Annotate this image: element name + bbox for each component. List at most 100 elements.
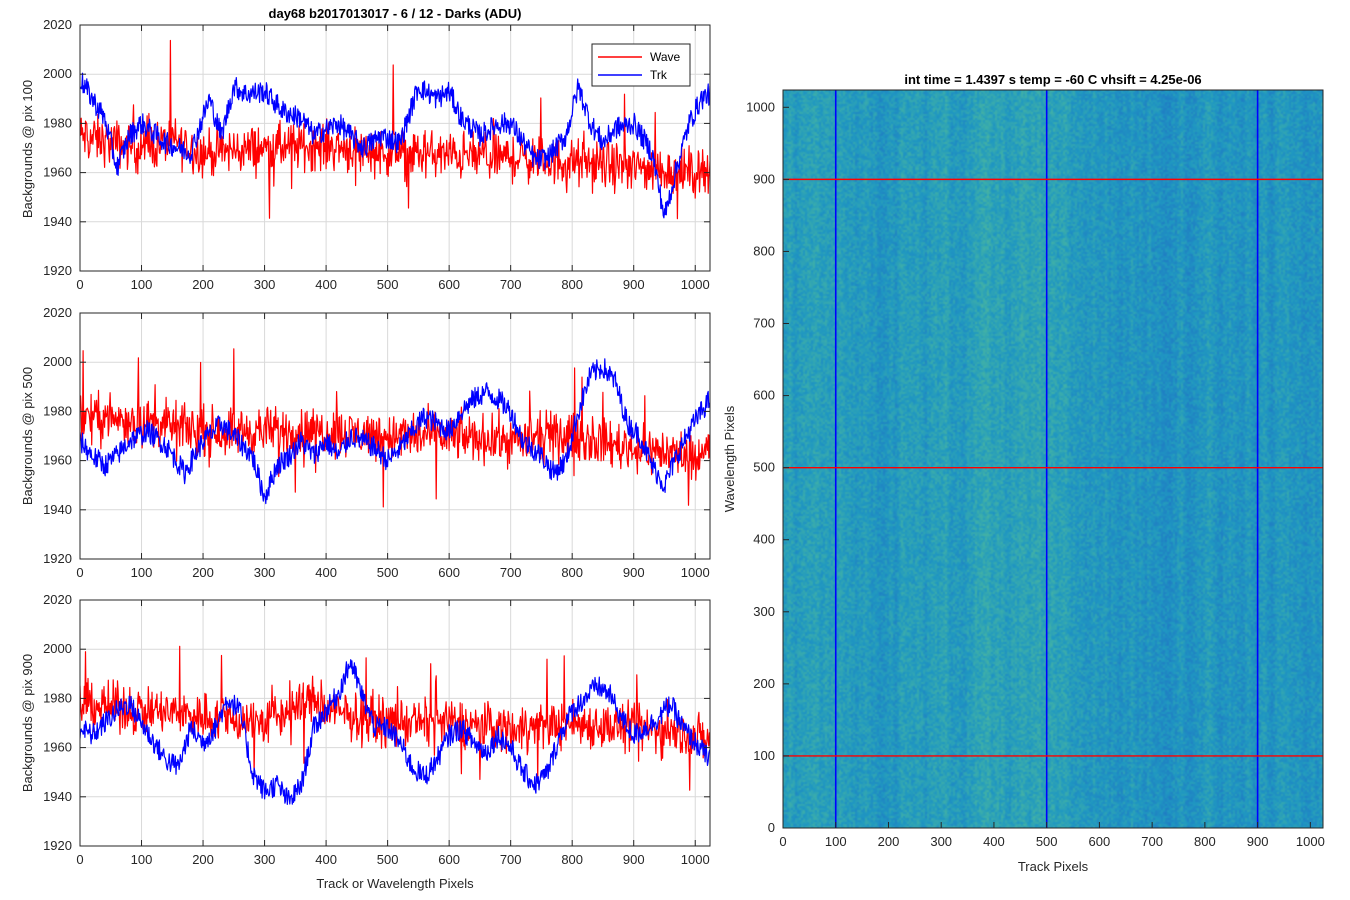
y-tick-label-1-3: 1980 <box>43 115 72 130</box>
x-tick-label-1-2: 200 <box>192 277 214 292</box>
x-tick-label-1-6: 600 <box>438 277 460 292</box>
x-tick-label-1-1: 100 <box>131 277 153 292</box>
series-trk-line-1 <box>80 72 710 219</box>
panel-1-title: day68 b2017013017 - 6 / 12 - Darks (ADU) <box>269 6 522 21</box>
x-tick-label-2-0: 0 <box>76 565 83 580</box>
x-tick-label-2-5: 500 <box>377 565 399 580</box>
heatmap-x-tick-label-5: 500 <box>1036 834 1058 849</box>
x-tick-label-1-8: 800 <box>561 277 583 292</box>
y-tick-label-2-3: 1980 <box>43 403 72 418</box>
x-tick-label-2-3: 300 <box>254 565 276 580</box>
legend: Wave Trk <box>591 43 691 87</box>
panel-3-xlabel: Track or Wavelength Pixels <box>316 876 474 891</box>
series-trk-line-2 <box>80 358 710 505</box>
series-group-2 <box>80 348 710 508</box>
x-tick-label-1-10: 1000 <box>681 277 710 292</box>
y-tick-label-3-5: 2020 <box>43 592 72 607</box>
series-trk-line-3 <box>80 659 710 805</box>
series-group-3 <box>80 645 710 805</box>
x-tick-label-3-3: 300 <box>254 852 276 867</box>
series-wave-line-3 <box>80 645 710 791</box>
heatmap-y-tick-label-3: 300 <box>753 604 775 619</box>
heatmap-x-tick-label-1: 100 <box>825 834 847 849</box>
heatmap-image <box>783 90 1323 828</box>
panel-3-ylabel: Backgrounds @ pix 900 <box>20 654 35 792</box>
x-tick-label-1-7: 700 <box>500 277 522 292</box>
x-tick-label-2-9: 900 <box>623 565 645 580</box>
series-group-1 <box>80 39 710 220</box>
heatmap-x-tick-label-6: 600 <box>1089 834 1111 849</box>
heatmap-y-tick-label-2: 200 <box>753 676 775 691</box>
heatmap-x-tick-label-2: 200 <box>878 834 900 849</box>
x-tick-label-2-2: 200 <box>192 565 214 580</box>
x-tick-label-2-7: 700 <box>500 565 522 580</box>
plot-area-2 <box>80 313 710 559</box>
heatmap-y-tick-label-5: 500 <box>753 460 775 475</box>
y-tick-label-1-4: 2000 <box>43 66 72 81</box>
heatmap-x-tick-label-7: 700 <box>1141 834 1163 849</box>
heatmap-x-tick-label-4: 400 <box>983 834 1005 849</box>
y-tick-label-1-2: 1960 <box>43 165 72 180</box>
heatmap-y-tick-label-9: 900 <box>753 171 775 186</box>
y-tick-label-3-4: 2000 <box>43 641 72 656</box>
heatmap-y-tick-label-4: 400 <box>753 532 775 547</box>
y-tick-label-3-2: 1960 <box>43 740 72 755</box>
axes-box-1 <box>79 24 711 272</box>
x-tick-label-3-7: 700 <box>500 852 522 867</box>
x-tick-label-1-0: 0 <box>76 277 83 292</box>
y-tick-label-1-1: 1940 <box>43 214 72 229</box>
x-tick-label-1-4: 400 <box>315 277 337 292</box>
y-tick-label-2-1: 1940 <box>43 502 72 517</box>
x-tick-label-3-1: 100 <box>131 852 153 867</box>
x-tick-label-3-2: 200 <box>192 852 214 867</box>
x-tick-label-2-1: 100 <box>131 565 153 580</box>
y-tick-label-2-4: 2000 <box>43 354 72 369</box>
y-tick-label-2-5: 2020 <box>43 305 72 320</box>
heatmap-y-tick-label-6: 600 <box>753 388 775 403</box>
x-tick-label-1-5: 500 <box>377 277 399 292</box>
x-tick-label-3-0: 0 <box>76 852 83 867</box>
x-tick-label-3-6: 600 <box>438 852 460 867</box>
heatmap-axes-box <box>782 89 1324 829</box>
legend-trk-label: Trk <box>650 68 668 82</box>
x-tick-label-2-10: 1000 <box>681 565 710 580</box>
y-tick-label-3-1: 1940 <box>43 789 72 804</box>
heatmap-x-tick-label-0: 0 <box>779 834 786 849</box>
panel-1-ylabel: Backgrounds @ pix 100 <box>20 80 35 218</box>
heatmap-y-tick-label-8: 800 <box>753 243 775 258</box>
y-tick-label-3-3: 1980 <box>43 690 72 705</box>
y-tick-label-1-5: 2020 <box>43 17 72 32</box>
x-tick-label-1-3: 300 <box>254 277 276 292</box>
heatmap-x-tick-label-8: 800 <box>1194 834 1216 849</box>
legend-box <box>591 43 691 87</box>
x-tick-label-3-10: 1000 <box>681 852 710 867</box>
heatmap-title: int time = 1.4397 s temp = -60 C vhsift … <box>904 72 1201 87</box>
heatmap-y-tick-label-0: 0 <box>768 820 775 835</box>
heatmap-ylabel: Wavelength Pixels <box>722 405 737 512</box>
y-tick-label-1-0: 1920 <box>43 263 72 278</box>
panel-2-ylabel: Backgrounds @ pix 500 <box>20 367 35 505</box>
legend-wave-label: Wave <box>650 50 681 64</box>
x-tick-label-2-6: 600 <box>438 565 460 580</box>
x-tick-label-2-4: 400 <box>315 565 337 580</box>
y-tick-label-2-2: 1960 <box>43 453 72 468</box>
heatmap-y-tick-label-7: 700 <box>753 316 775 331</box>
heatmap-y-tick-label-1: 100 <box>753 748 775 763</box>
heatmap-x-tick-label-10: 1000 <box>1296 834 1325 849</box>
heatmap-y-tick-label-10: 1000 <box>746 99 775 114</box>
x-tick-label-3-9: 900 <box>623 852 645 867</box>
line-panel-pix-500: Backgrounds @ pix 500 0 100 200 300 400 500 60… <box>20 305 711 580</box>
heatmap-xlabel: Track Pixels <box>1018 859 1089 874</box>
heatmap-x-tick-label-9: 900 <box>1247 834 1269 849</box>
x-tick-label-2-8: 800 <box>561 565 583 580</box>
heatmap-x-tick-label-3: 300 <box>930 834 952 849</box>
series-wave-line-2 <box>80 348 710 508</box>
x-tick-label-3-4: 400 <box>315 852 337 867</box>
axes-box-2 <box>79 312 711 560</box>
x-tick-label-3-8: 800 <box>561 852 583 867</box>
y-tick-label-2-0: 1920 <box>43 551 72 566</box>
x-tick-label-1-9: 900 <box>623 277 645 292</box>
line-panel-pix-900: Backgrounds @ pix 900 Track or Wavelengt… <box>20 592 711 891</box>
axes-box-3 <box>79 599 711 847</box>
